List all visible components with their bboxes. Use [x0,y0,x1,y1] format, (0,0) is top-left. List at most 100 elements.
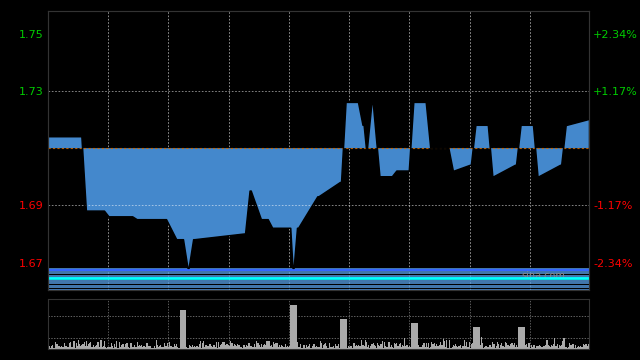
Bar [527,347,529,349]
Bar [93,347,95,349]
Bar [248,343,250,349]
Bar [184,310,185,349]
Bar [356,346,358,349]
Bar [566,347,567,349]
Bar [516,345,517,349]
Bar [458,346,460,349]
Bar [122,344,123,349]
Bar [548,346,550,349]
Bar [359,346,360,349]
Bar [92,347,93,349]
Bar [288,347,289,349]
Bar [569,343,570,349]
Bar [510,345,511,349]
Bar [428,343,429,349]
Bar [499,348,500,349]
Bar [183,310,184,349]
Bar [242,347,243,349]
Bar [480,345,481,349]
Bar [442,345,443,349]
Bar [322,348,323,349]
Bar [323,345,324,349]
Bar [484,347,486,349]
Bar [433,343,435,349]
Bar [404,338,405,349]
Bar [290,305,291,349]
Bar [245,347,246,349]
Bar [132,347,133,349]
Bar [226,344,227,349]
Bar [307,347,308,349]
Bar [457,347,458,349]
Bar [149,346,150,349]
Bar [306,345,307,349]
Bar [53,348,54,349]
Bar [201,347,202,349]
Bar [477,327,479,349]
Bar [72,347,74,349]
Bar [174,344,175,349]
Bar [256,341,257,349]
Bar [300,344,301,349]
Bar [141,345,142,349]
Bar [259,345,260,349]
Bar [150,346,151,349]
Bar [111,343,112,349]
Bar [573,347,575,349]
Bar [454,346,455,349]
Bar [134,345,136,349]
Bar [451,348,452,349]
Bar [339,348,340,349]
Bar [343,319,344,349]
Bar [374,345,375,349]
Bar [193,347,194,349]
Bar [159,346,161,349]
Bar [278,347,279,349]
Bar [515,347,516,349]
Bar [298,347,300,349]
Bar [489,345,490,349]
Bar [415,323,417,349]
Bar [253,347,254,349]
Bar [409,346,410,349]
Bar [263,345,264,349]
Bar [559,345,560,349]
Bar [531,346,532,349]
Bar [279,345,280,349]
Bar [403,346,404,349]
Bar [163,347,164,349]
Bar [108,347,109,349]
Bar [115,347,116,349]
Bar [492,342,493,349]
Bar [291,305,292,349]
Bar [575,345,576,349]
Bar [89,343,90,349]
Bar [584,345,585,349]
Bar [524,327,525,349]
Bar [58,346,59,349]
Bar [77,346,78,349]
Bar [143,346,145,349]
Bar [148,346,149,349]
Bar [464,340,465,349]
Bar [334,348,335,349]
Bar [262,347,263,349]
Bar [95,346,96,349]
Bar [471,344,472,349]
Bar [164,343,165,349]
Bar [406,345,408,349]
Bar [504,347,505,349]
Bar [99,347,100,349]
Bar [446,340,447,349]
Bar [424,347,426,349]
Bar [158,347,159,349]
Bar [78,340,79,349]
Bar [468,342,470,349]
Bar [136,342,138,349]
Bar [273,342,275,349]
Bar [284,347,285,349]
Bar [367,347,368,349]
Bar [488,347,489,349]
Bar [49,346,50,349]
Bar [105,347,106,349]
